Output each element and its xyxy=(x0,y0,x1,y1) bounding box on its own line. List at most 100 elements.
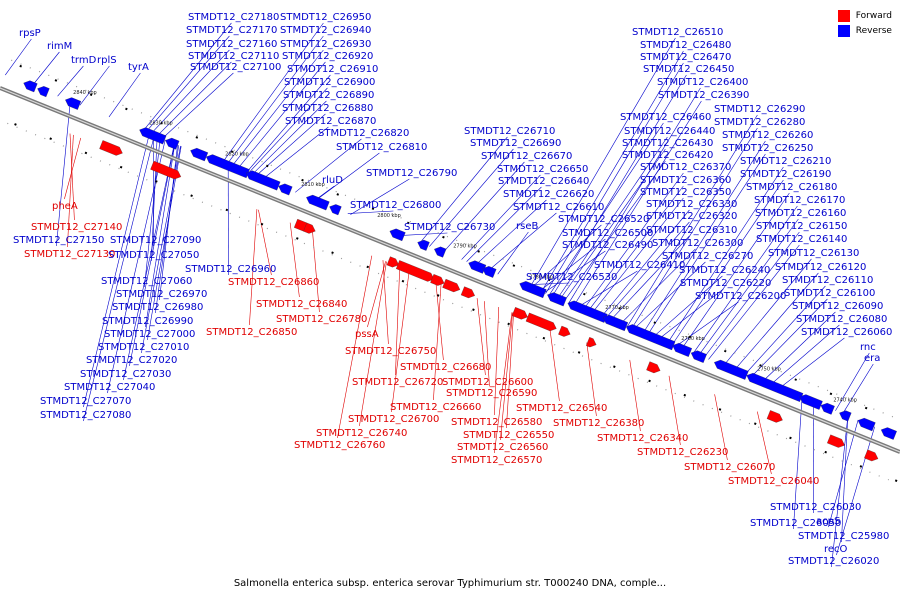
gene-label[interactable]: STMDT12_C26980 xyxy=(112,302,203,313)
gene-label[interactable]: STMDT12_C26370 xyxy=(640,162,731,173)
gene-label[interactable]: STMDT12_C27110 xyxy=(188,51,279,62)
gene-label[interactable]: STMDT12_C25980 xyxy=(798,531,889,542)
gene-label[interactable]: STMDT12_C26720 xyxy=(352,377,443,388)
forward-gene[interactable] xyxy=(766,410,783,423)
gene-label[interactable]: STMDT12_C26840 xyxy=(256,299,347,310)
forward-gene[interactable] xyxy=(395,260,435,282)
gene-label[interactable]: STMDT12_C26310 xyxy=(646,225,737,236)
gene-label[interactable]: STMDT12_C26140 xyxy=(756,234,847,245)
forward-gene[interactable] xyxy=(864,449,879,462)
gene-label[interactable]: STMDT12_C26160 xyxy=(755,208,846,219)
gene-label[interactable]: STMDT12_C26920 xyxy=(282,51,373,62)
forward-gene[interactable] xyxy=(646,361,661,374)
gene-label[interactable]: STMDT12_C27050 xyxy=(108,250,199,261)
gene-label[interactable]: STMDT12_C27170 xyxy=(186,25,277,36)
gene-label[interactable]: STMDT12_C26330 xyxy=(646,199,737,210)
gene-label[interactable]: STMDT12_C26600 xyxy=(442,377,533,388)
gene-label[interactable]: STMDT12_C26940 xyxy=(280,25,371,36)
reverse-gene[interactable] xyxy=(245,170,281,191)
gene-label[interactable]: STMDT12_C26540 xyxy=(516,403,607,414)
gene-label[interactable]: STMDT12_C26040 xyxy=(728,476,819,487)
reverse-gene[interactable] xyxy=(306,194,330,211)
reverse-gene[interactable] xyxy=(714,359,749,380)
forward-gene[interactable] xyxy=(827,434,845,448)
gene-label[interactable]: STMDT12_C26670 xyxy=(481,151,572,162)
gene-label[interactable]: STMDT12_C26590 xyxy=(446,388,537,399)
gene-label[interactable]: STMDT12_C26340 xyxy=(597,433,688,444)
gene-label[interactable]: rpsP xyxy=(19,28,41,39)
gene-label[interactable]: STMDT12_C26510 xyxy=(632,27,723,38)
gene-label[interactable]: STMDT12_C26350 xyxy=(640,187,731,198)
forward-gene[interactable] xyxy=(585,337,597,348)
gene-label[interactable]: STMDT12_C26320 xyxy=(646,211,737,222)
gene-label[interactable]: STMDT12_C26130 xyxy=(768,248,859,259)
gene-label[interactable]: STMDT12_C26460 xyxy=(620,112,711,123)
reverse-gene[interactable] xyxy=(547,292,567,307)
gene-label[interactable]: STMDT12_C26220 xyxy=(680,278,771,289)
gene-label[interactable]: STMDT12_C26110 xyxy=(782,275,873,286)
gene-label[interactable]: rplS xyxy=(97,55,117,66)
gene-label[interactable]: STMDT12_C26470 xyxy=(640,52,731,63)
gene-label[interactable]: STMDT12_C26570 xyxy=(451,455,542,466)
reverse-gene[interactable] xyxy=(389,228,406,242)
gene-label[interactable]: STMDT12_C26930 xyxy=(280,39,371,50)
reverse-gene[interactable] xyxy=(799,394,823,410)
gene-label[interactable]: STMDT12_C27020 xyxy=(86,355,177,366)
gene-label[interactable]: STMDT12_C26990 xyxy=(102,316,193,327)
gene-label[interactable]: trmD xyxy=(71,55,97,66)
gene-label[interactable]: STMDT12_C26120 xyxy=(775,262,866,273)
gene-label[interactable]: rimM xyxy=(47,41,72,52)
gene-label[interactable]: STMDT12_C26870 xyxy=(285,116,376,127)
gene-label[interactable]: STMDT12_C26390 xyxy=(658,90,749,101)
reverse-gene[interactable] xyxy=(417,239,430,251)
reverse-gene[interactable] xyxy=(820,402,835,415)
reverse-gene[interactable] xyxy=(690,350,707,363)
gene-label[interactable]: STMDT12_C26170 xyxy=(754,195,845,206)
gene-label[interactable]: STMDT12_C27100 xyxy=(190,62,281,73)
reverse-gene[interactable] xyxy=(190,148,209,162)
gene-label[interactable]: STMDT12_C26210 xyxy=(740,156,831,167)
gene-label[interactable]: STMDT12_C26190 xyxy=(740,169,831,180)
gene-label[interactable]: STMDT12_C26150 xyxy=(756,221,847,232)
gene-label[interactable]: STMDT12_C26450 xyxy=(643,64,734,75)
gene-label[interactable]: STMDT12_C26730 xyxy=(404,222,495,233)
gene-label[interactable]: STMDT12_C26680 xyxy=(400,362,491,373)
gene-label[interactable]: STMDT12_C26380 xyxy=(553,418,644,429)
gene-label[interactable]: STMDT12_C26250 xyxy=(722,143,813,154)
reverse-gene[interactable] xyxy=(434,246,447,258)
forward-gene[interactable] xyxy=(303,222,316,234)
forward-gene[interactable] xyxy=(99,140,123,156)
gene-label[interactable]: STMDT12_C26440 xyxy=(624,126,715,137)
reverse-gene[interactable] xyxy=(468,260,487,274)
gene-label[interactable]: STMDT12_C26080 xyxy=(796,314,887,325)
gene-label[interactable]: STMDT12_C26780 xyxy=(276,314,367,325)
gene-label[interactable]: STMDT12_C26960 xyxy=(185,264,276,275)
reverse-gene[interactable] xyxy=(880,427,897,440)
reverse-gene[interactable] xyxy=(23,80,38,93)
forward-gene[interactable] xyxy=(386,256,399,268)
gene-label[interactable]: STMDT12_C27090 xyxy=(110,235,201,246)
gene-label[interactable]: STMDT12_C26500 xyxy=(562,228,653,239)
forward-gene[interactable] xyxy=(525,312,557,332)
gene-label[interactable]: STMDT12_C27150 xyxy=(13,235,104,246)
gene-label[interactable]: STMDT12_C26860 xyxy=(228,277,319,288)
gene-label[interactable]: STMDT12_C26490 xyxy=(562,240,653,251)
gene-label[interactable]: STMDT12_C26410 xyxy=(594,260,685,271)
gene-label[interactable]: STMDT12_C26300 xyxy=(652,238,743,249)
forward-gene[interactable] xyxy=(511,307,528,320)
gene-label[interactable]: recO xyxy=(824,544,848,555)
gene-label[interactable]: STMDT12_C26750 xyxy=(345,346,436,357)
gene-label[interactable]: STMDT12_C26520 xyxy=(558,214,649,225)
gene-label[interactable]: STMDT12_C26820 xyxy=(318,128,409,139)
forward-gene[interactable] xyxy=(558,325,571,337)
gene-label[interactable]: STMDT12_C26280 xyxy=(714,117,805,128)
gene-label[interactable]: STMDT12_C26650 xyxy=(497,164,588,175)
gene-label[interactable]: STMDT12_C27070 xyxy=(40,396,131,407)
gene-label[interactable]: STMDT12_C26710 xyxy=(464,126,555,137)
forward-gene[interactable] xyxy=(442,278,461,293)
gene-label[interactable]: STMDT12_C26610 xyxy=(513,202,604,213)
gene-label[interactable]: STMDT12_C26100 xyxy=(784,288,875,299)
gene-label[interactable]: STMDT12_C26620 xyxy=(503,189,594,200)
gene-label[interactable]: STMDT12_C27010 xyxy=(98,342,189,353)
reverse-gene[interactable] xyxy=(602,314,629,332)
